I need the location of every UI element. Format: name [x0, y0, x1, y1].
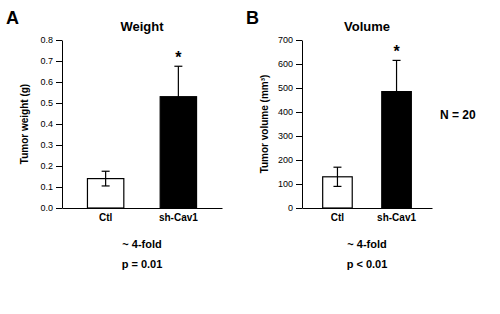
panel-label: B — [246, 8, 259, 28]
y-tick: 0 — [288, 203, 302, 213]
error-bar — [393, 60, 401, 122]
y-tick: 0.6 — [40, 77, 62, 87]
error-bar-cap — [174, 127, 182, 128]
y-tick-label: 0.3 — [40, 140, 53, 150]
x-tick: sh-Cav1 — [377, 212, 416, 223]
x-tick-label: sh-Cav1 — [377, 212, 416, 223]
x-tick-label: sh-Cav1 — [159, 212, 198, 223]
y-tick: 300 — [278, 131, 302, 141]
y-axis-title: Tumor volume (mm³) — [259, 75, 270, 174]
note: N = 20 — [440, 108, 476, 122]
y-tick-label: 200 — [278, 155, 293, 165]
y-tick: 400 — [278, 107, 302, 117]
title: Weight — [120, 19, 164, 34]
y-axis-line — [62, 41, 63, 209]
y-axis-title: Tumor weight (g) — [19, 84, 30, 164]
marks — [87, 66, 196, 208]
y-tick-mark — [56, 82, 62, 83]
error-bar-cap — [333, 186, 341, 187]
y-tick-label: 0.2 — [40, 161, 53, 171]
y-tick-label: 600 — [278, 59, 293, 69]
annotation: ~ 4-fold — [347, 238, 386, 250]
error-bar-stem — [396, 60, 397, 122]
error-bar-cap — [102, 171, 110, 172]
title: Volume — [344, 19, 390, 34]
x-tick: Ctl — [99, 212, 113, 223]
y-tick-mark — [56, 187, 62, 188]
y-tick-label: 0.0 — [40, 203, 53, 213]
y-tick: 100 — [278, 179, 302, 189]
x-tick-label: Ctl — [99, 212, 113, 223]
y-tick-mark — [56, 40, 62, 41]
y-axis: 0.0 0.1 0.2 0.3 0.4 0.5 0.6 0.7 0.8 — [40, 35, 62, 213]
error-bar-stem — [178, 66, 179, 127]
error-bar-stem — [337, 167, 338, 186]
y-tick: 700 — [278, 35, 302, 45]
error-bar-stem — [105, 171, 106, 186]
x-axis-line — [303, 208, 433, 209]
x-tick: Ctl — [331, 212, 345, 223]
x-tick: sh-Cav1 — [159, 212, 198, 223]
x-axis: Ctl sh-Cav1 — [63, 209, 223, 224]
y-tick: 0.2 — [40, 161, 62, 171]
y-tick: 500 — [278, 83, 302, 93]
y-tick-label: 0 — [288, 203, 293, 213]
y-tick-label: 0.8 — [40, 35, 53, 45]
annotation: p = 0.01 — [122, 258, 163, 270]
y-tick-label: 0.1 — [40, 182, 53, 192]
y-tick-label: 400 — [278, 107, 293, 117]
y-tick-mark — [56, 166, 62, 167]
marks — [323, 60, 412, 208]
y-tick-label: 0.4 — [40, 119, 53, 129]
y-tick: 0.8 — [40, 35, 62, 45]
y-tick: 0.4 — [40, 119, 62, 129]
panel-label: A — [6, 8, 19, 28]
y-tick-mark — [56, 145, 62, 146]
y-tick-mark — [296, 40, 302, 41]
y-tick: 0.0 — [40, 203, 62, 213]
error-bar — [174, 66, 182, 127]
y-tick-mark — [296, 184, 302, 185]
y-tick: 0.7 — [40, 56, 62, 66]
significance-marker: * — [393, 43, 400, 60]
y-tick-mark — [296, 136, 302, 137]
y-tick-mark — [296, 112, 302, 113]
y-tick-label: 0.7 — [40, 56, 53, 66]
error-bar-cap — [102, 185, 110, 186]
y-tick-mark — [296, 160, 302, 161]
error-bar — [333, 167, 341, 186]
y-tick: 600 — [278, 59, 302, 69]
y-tick-label: 500 — [278, 83, 293, 93]
y-tick-mark — [296, 64, 302, 65]
x-axis-line — [63, 208, 223, 209]
y-tick-label: 0.6 — [40, 77, 53, 87]
x-tick-label: Ctl — [331, 212, 345, 223]
y-tick: 200 — [278, 155, 302, 165]
annotation: p < 0.01 — [347, 258, 388, 270]
x-axis: Ctl sh-Cav1 — [303, 209, 433, 224]
error-bar-cap — [393, 122, 401, 123]
y-tick: 0.5 — [40, 98, 62, 108]
y-tick: 0.3 — [40, 140, 62, 150]
error-bar — [102, 171, 110, 186]
y-tick-mark — [296, 208, 302, 209]
y-axis: 0 100 200 300 400 500 600 700 — [278, 35, 303, 213]
y-axis-line — [302, 41, 303, 209]
y-tick-label: 0.5 — [40, 98, 53, 108]
y-tick-mark — [56, 61, 62, 62]
y-tick: 0.1 — [40, 182, 62, 192]
significance-marker: * — [175, 49, 182, 66]
y-tick-mark — [56, 103, 62, 104]
y-tick-label: 100 — [278, 179, 293, 189]
chart-svg: 0.0 0.1 0.2 0.3 0.4 0.5 0.6 0.7 0.8 Ctl sh-Cav1 * We… — [0, 0, 500, 314]
panel: 0 100 200 300 400 500 600 700 Ctl sh-Cav1 *Volume T… — [246, 8, 476, 270]
y-tick-label: 700 — [278, 35, 293, 45]
y-tick-mark — [56, 124, 62, 125]
y-tick-label: 300 — [278, 131, 293, 141]
annotation: ~ 4-fold — [122, 238, 161, 250]
y-tick-mark — [296, 88, 302, 89]
y-tick-mark — [56, 208, 62, 209]
panel: 0.0 0.1 0.2 0.3 0.4 0.5 0.6 0.7 0.8 Ctl sh-Cav1 * We… — [6, 8, 223, 270]
error-bar-cap — [333, 167, 341, 168]
